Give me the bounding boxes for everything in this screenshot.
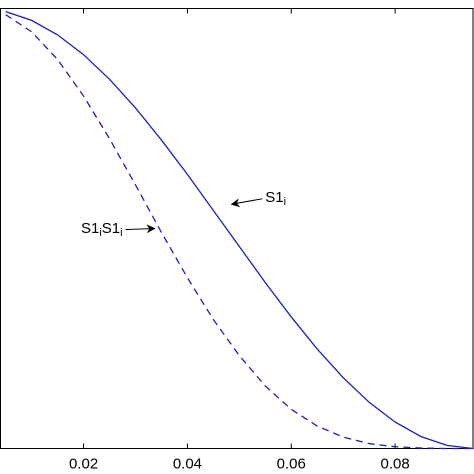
x-tick-label: 0.08 <box>381 456 410 473</box>
annotation: S1iS1i <box>81 220 123 239</box>
x-tick-label: 0.04 <box>173 456 202 473</box>
annotation-text: S1 <box>265 189 283 206</box>
annotation-text: S1 <box>81 220 99 237</box>
x-tick-label: 0.06 <box>277 456 306 473</box>
plot-frame <box>0 8 474 449</box>
series-line <box>5 10 474 450</box>
annotation-arrow <box>125 224 156 234</box>
subscript: i <box>120 227 122 239</box>
subscript: i <box>99 227 101 239</box>
annotation-arrow <box>230 198 263 208</box>
x-tick-label: 0.02 <box>69 456 98 473</box>
subscript: i <box>284 196 286 208</box>
series-line <box>5 14 473 450</box>
annotation-text: S1 <box>102 220 120 237</box>
annotation: S1i <box>265 189 286 208</box>
